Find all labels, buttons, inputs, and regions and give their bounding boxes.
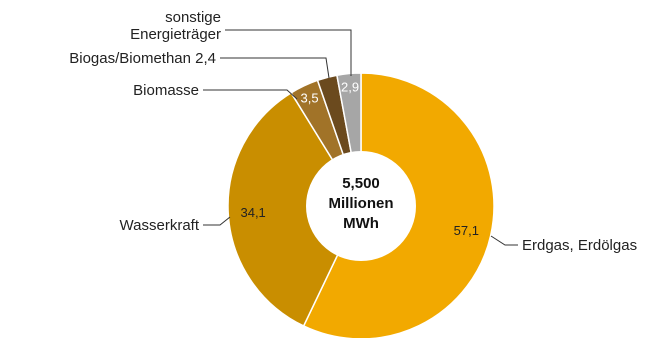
leader-line-2	[203, 216, 231, 226]
category-label-2: Wasserkraft	[120, 217, 200, 234]
category-label-1: Erdgas, Erdölgas	[522, 237, 637, 254]
slice-value-label-3: 3,5	[301, 91, 319, 106]
leader-line-4	[220, 57, 330, 79]
slice-2	[227, 91, 362, 327]
leader-line-5	[225, 29, 352, 76]
leader-line-3	[203, 89, 298, 100]
category-label-5: sonstige Energieträger	[130, 9, 221, 43]
category-label-group: Erdgas, Erdölgas Wasserkraft Biomasse Bioga…	[69, 9, 637, 254]
donut-hole	[306, 151, 416, 261]
slice-value-label-1: 57,1	[454, 223, 479, 238]
category-label-4: Biogas/Biomethan 2,4	[69, 50, 216, 67]
center-total-label: 5,500 Millionen MWh	[329, 175, 394, 232]
leader-line-1	[490, 235, 518, 246]
slice-value-label-5: 2,9	[341, 79, 359, 94]
value-label-group: 57,1 34,1 3,5 2,9	[240, 79, 478, 237]
slice-value-label-2: 34,1	[240, 205, 265, 220]
category-label-3: Biomasse	[133, 82, 199, 99]
leader-line-group	[203, 29, 518, 246]
